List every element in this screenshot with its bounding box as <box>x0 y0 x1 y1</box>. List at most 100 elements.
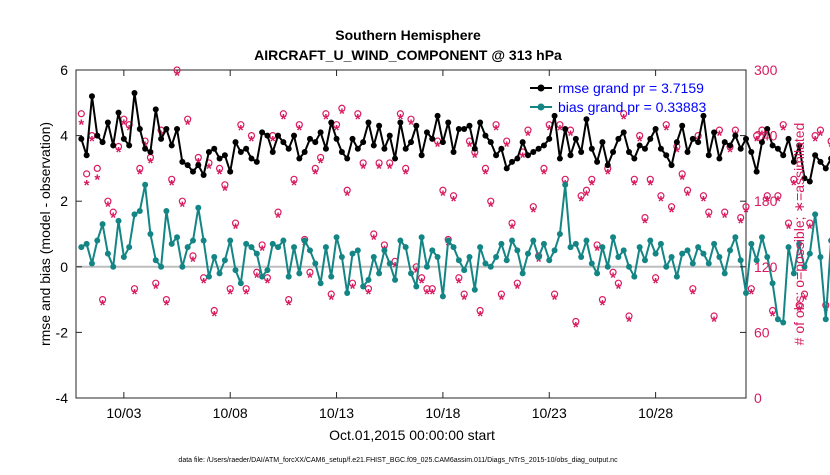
bias-series-marker <box>147 231 154 237</box>
bias-series-marker <box>338 253 345 260</box>
obs-possible-marker <box>396 110 404 118</box>
rmse-series-marker <box>280 139 287 146</box>
rmse-series-marker <box>535 145 542 152</box>
rmse-series-marker <box>354 145 361 152</box>
obs-assimilated-marker: * <box>701 193 707 210</box>
obs-assimilated-marker: * <box>610 270 616 287</box>
plot-area <box>75 69 747 399</box>
rmse-series-marker <box>695 139 702 146</box>
obs-possible-marker <box>83 170 91 178</box>
rmse-series-marker <box>737 145 744 152</box>
obs-assimilated-marker: * <box>84 177 90 194</box>
legend-rmse-marker <box>537 84 545 92</box>
rmse-series-marker <box>99 139 106 146</box>
obs-assimilated-marker: * <box>706 210 712 227</box>
obs-possible-marker <box>364 285 373 293</box>
bias-series-marker <box>455 257 462 264</box>
obs-assimilated-marker: * <box>759 128 765 145</box>
bias-series-marker <box>578 253 585 260</box>
obs-possible-marker <box>130 285 139 293</box>
obs-possible-marker <box>322 110 330 118</box>
obs-possible-marker <box>487 197 495 205</box>
obs-assimilated-marker: * <box>653 275 659 292</box>
obs-assimilated-marker: * <box>483 166 489 183</box>
bias-series-marker <box>291 244 298 251</box>
bias-series-marker <box>801 263 808 270</box>
obs-assimilated-marker: * <box>334 122 340 139</box>
obs-assimilated-marker: * <box>525 128 531 145</box>
obs-possible-marker <box>439 186 447 194</box>
footnote: data file: /Users/raeder/DAI/ATM_forcXX/… <box>178 457 618 464</box>
obs-possible-marker <box>811 132 819 140</box>
rmse-series-marker <box>594 158 601 165</box>
bias-series-marker <box>551 247 558 254</box>
obs-possible-marker <box>529 203 537 211</box>
obs-assimilated-marker: * <box>509 221 515 238</box>
rmse-series-marker <box>727 142 734 149</box>
bias-series-marker <box>615 253 622 260</box>
obs-possible-marker <box>556 121 564 129</box>
obs-assimilated-marker: * <box>419 275 425 292</box>
y2-axis-label: # of obs: o=possible; ∗=assimilated <box>791 123 807 346</box>
rmse-series-marker <box>216 155 223 162</box>
obs-possible-marker <box>816 126 825 134</box>
bias-series-marker <box>477 244 484 251</box>
bias-series-marker <box>524 250 531 257</box>
obs-possible-marker <box>598 296 607 304</box>
bias-series-marker <box>179 263 186 270</box>
rmse-series-marker <box>716 155 723 162</box>
obs-assimilated-marker: * <box>621 111 627 128</box>
obs-assimilated-marker: * <box>557 122 563 139</box>
obs-possible-marker <box>317 153 325 162</box>
rmse-series-marker <box>610 149 617 155</box>
obs-assimilated-marker: * <box>626 313 632 330</box>
bias-series-marker <box>333 234 340 241</box>
obs-possible-marker <box>104 197 112 205</box>
obs-assimilated-marker: * <box>360 160 366 177</box>
obs-assimilated-marker: * <box>296 122 302 139</box>
rmse-series-marker <box>110 142 117 149</box>
rmse-series-marker <box>360 139 367 146</box>
rmse-series-marker <box>785 135 792 142</box>
rmse-series-marker <box>418 152 425 159</box>
obs-assimilated-marker: * <box>743 204 749 221</box>
bias-series-marker <box>360 283 367 290</box>
obs-assimilated-marker: * <box>440 188 446 205</box>
obs-assimilated-marker: * <box>105 199 111 216</box>
bias-series-marker <box>471 286 478 293</box>
rmse-series-marker <box>120 135 127 142</box>
obs-possible-marker <box>449 192 458 200</box>
obs-possible-marker <box>577 192 585 200</box>
obs-assimilated-marker: * <box>818 128 824 145</box>
obs-assimilated-marker: * <box>201 275 207 292</box>
obs-assimilated-marker: * <box>243 286 249 303</box>
obs-assimilated-marker: * <box>429 286 435 303</box>
obs-assimilated-marker: * <box>312 166 318 183</box>
rmse-series-marker <box>764 126 771 133</box>
obs-assimilated-marker: * <box>451 193 457 210</box>
obs-possible-marker <box>109 208 117 216</box>
obs-possible-marker <box>524 126 532 134</box>
rmse-series-marker <box>540 142 547 149</box>
obs-possible-marker <box>763 192 771 200</box>
bias-series-marker <box>620 247 627 254</box>
obs-assimilated-marker: * <box>467 139 473 156</box>
obs-assimilated-marker: * <box>738 215 744 232</box>
rmse-series-marker <box>471 145 478 152</box>
rmse-series-marker <box>328 119 335 126</box>
bias-series-marker <box>168 240 175 247</box>
obs-possible-marker <box>625 312 633 320</box>
rmse-series-marker <box>78 135 85 142</box>
rmse-series-marker <box>705 152 712 159</box>
bias-series-marker <box>519 270 526 277</box>
rmse-series-marker <box>530 149 537 155</box>
obs-assimilated-marker: * <box>366 286 372 303</box>
rmse-series-marker <box>556 155 563 162</box>
rmse-series-marker <box>381 145 388 152</box>
obs-possible-marker <box>162 296 170 304</box>
obs-possible-marker <box>768 306 777 315</box>
rmse-series-marker <box>88 93 95 100</box>
obs-possible-marker <box>77 110 85 118</box>
bias-series-marker <box>445 237 452 244</box>
rmse-series-marker <box>758 139 765 146</box>
